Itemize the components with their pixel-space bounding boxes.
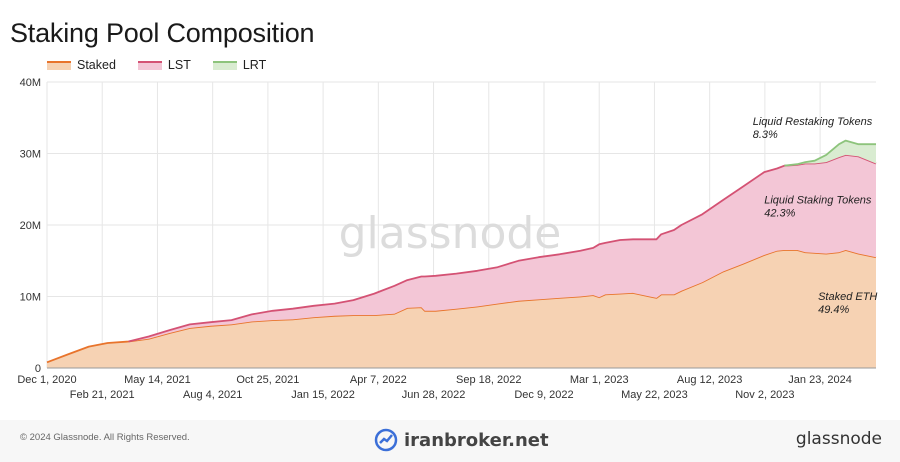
x-tick-label: Dec 1, 2020 (17, 374, 76, 386)
watermark: glassnode (339, 208, 562, 259)
brand-logo: glassnode (795, 429, 882, 449)
legend-item-lrt[interactable]: LRT (212, 58, 267, 72)
chart-legend: Staked LST LRT (47, 58, 266, 72)
x-tick-label: Jun 28, 2022 (402, 389, 466, 401)
annotation-share: 42.3% (764, 208, 795, 220)
page-title: Staking Pool Composition (10, 18, 315, 48)
y-tick-label: 30M (20, 149, 41, 161)
y-tick-label: 20M (20, 220, 41, 232)
x-tick-label: Dec 9, 2022 (514, 389, 573, 401)
area-lst (47, 154, 876, 363)
x-tick-label: Jan 23, 2024 (788, 374, 852, 386)
y-tick-label: 10M (20, 292, 41, 304)
legend-swatch-lst (137, 60, 162, 70)
legend-label-staked: Staked (77, 58, 116, 72)
y-tick-label: 0 (35, 363, 41, 375)
trend-chart-icon (374, 428, 398, 452)
x-tick-label: Feb 21, 2021 (70, 389, 135, 401)
legend-item-lst[interactable]: LST (137, 58, 191, 72)
footer: © 2024 Glassnode. All Rights Reserved. i… (0, 420, 900, 462)
x-tick-label: Aug 12, 2023 (677, 374, 742, 386)
area-layer (46, 139, 877, 368)
legend-label-lst: LST (167, 58, 191, 72)
annotation-label: Liquid Restaking Tokens (753, 116, 873, 128)
x-tick-label: Apr 7, 2022 (350, 374, 407, 386)
x-tick-label: Jan 15, 2022 (291, 389, 355, 401)
legend-item-staked[interactable]: Staked (47, 58, 116, 72)
line-lrt (784, 139, 876, 167)
annotation-share: 8.3% (753, 129, 778, 141)
x-tick-label: Oct 25, 2021 (236, 374, 299, 386)
annotation-share: 49.4% (818, 304, 849, 316)
broker-logo[interactable]: iranbroker.net (374, 428, 549, 452)
axis-layer: 0 10M 20M 30M 40M Dec 1, 2020 Feb 21, 2021 May … (17, 77, 876, 401)
x-tick-label: Nov 2, 2023 (735, 389, 794, 401)
x-tick-label: Aug 4, 2021 (183, 389, 242, 401)
legend-swatch-staked (47, 60, 71, 70)
annotation-label: Staked ETH (818, 291, 877, 303)
legend-label-lrt: LRT (242, 58, 267, 72)
broker-name: iranbroker.net (404, 429, 549, 451)
x-tick-label: Mar 1, 2023 (570, 374, 629, 386)
x-tick-label: May 22, 2023 (621, 389, 688, 401)
x-tick-label: May 14, 2021 (124, 374, 191, 386)
copyright-text: © 2024 Glassnode. All Rights Reserved. (20, 432, 190, 443)
annotation-label: Liquid Staking Tokens (764, 195, 872, 207)
y-tick-label: 40M (20, 77, 41, 89)
staking-area-chart: glassnode 0 10M 20M 30M 40M Dec 1, 2020 Feb 21… (17, 77, 878, 401)
x-tick-label: Sep 18, 2022 (456, 374, 521, 386)
legend-swatch-lrt (212, 60, 237, 70)
